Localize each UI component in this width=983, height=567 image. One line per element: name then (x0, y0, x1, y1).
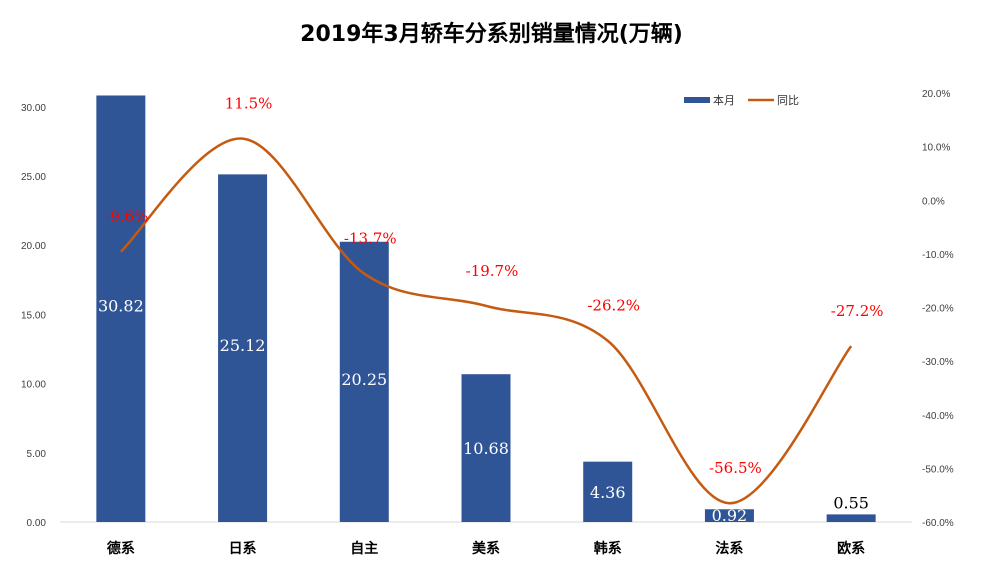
right-tick-label: -20.0% (922, 304, 954, 315)
legend-line-label: 同比 (777, 94, 799, 107)
chart-title: 2019年3月轿车分系别销量情况(万辆) (300, 22, 683, 47)
right-tick-label: -60.0% (922, 518, 954, 529)
legend-bar-swatch (684, 97, 710, 103)
line-value-label: -13.7% (344, 230, 397, 248)
left-tick-label: 10.00 (21, 380, 46, 391)
category-label: 法系 (715, 540, 743, 557)
right-tick-label: -30.0% (922, 357, 954, 368)
bar-value-label: 10.68 (463, 439, 509, 458)
line-value-label: -56.5% (709, 459, 762, 477)
bar-value-label: 25.12 (220, 336, 266, 355)
category-label: 韩系 (594, 540, 622, 557)
bar-德系 (96, 95, 146, 522)
line-value-label: -27.2% (831, 302, 884, 320)
line-value-label: -9.6% (105, 208, 148, 226)
bar-value-label: 30.82 (98, 297, 144, 316)
bar-法系 (704, 509, 754, 522)
category-label: 美系 (472, 540, 500, 557)
category-label: 日系 (229, 540, 257, 557)
line-value-label: -19.7% (466, 262, 519, 280)
left-tick-label: 0.00 (27, 518, 47, 529)
right-tick-label: -10.0% (922, 250, 954, 261)
line-value-label: -26.2% (587, 297, 640, 315)
bar-美系 (461, 374, 511, 522)
bar-韩系 (583, 461, 633, 522)
bar-欧系 (826, 514, 876, 522)
legend-bar-label: 本月 (713, 93, 735, 107)
bar-自主 (339, 241, 389, 523)
bar-value-label: 0.55 (833, 493, 869, 512)
line-value-label: 11.5% (225, 95, 273, 113)
left-tick-label: 5.00 (27, 449, 47, 460)
bar-value-label: 20.25 (341, 370, 387, 389)
category-label: 欧系 (837, 540, 865, 557)
left-tick-label: 30.00 (21, 103, 46, 114)
bar-日系 (218, 174, 268, 522)
right-tick-label: -50.0% (922, 464, 954, 475)
right-tick-label: -40.0% (922, 411, 954, 422)
left-tick-label: 15.00 (21, 310, 46, 321)
line-series-yoy (120, 137, 853, 505)
left-tick-label: 25.00 (21, 172, 46, 183)
right-tick-label: 10.0% (922, 143, 950, 154)
right-tick-label: 20.0% (922, 89, 950, 100)
category-label: 德系 (107, 540, 135, 557)
bar-value-label: 4.36 (590, 483, 626, 502)
left-tick-label: 20.00 (21, 241, 46, 252)
category-label: 自主 (350, 540, 378, 557)
bar-value-label: 0.92 (712, 506, 748, 525)
right-tick-label: 0.0% (922, 196, 945, 207)
